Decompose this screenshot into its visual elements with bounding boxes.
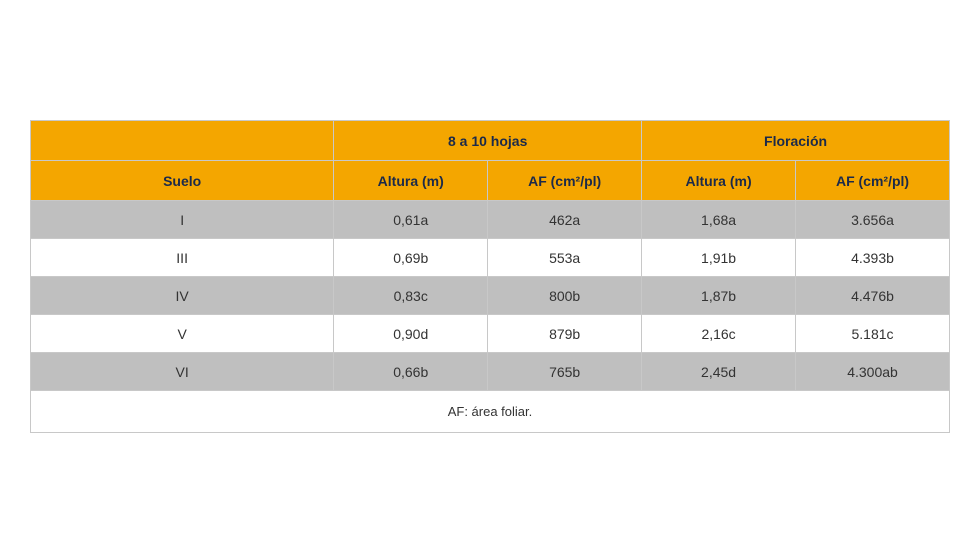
cell-altura1: 0,61a: [334, 201, 488, 239]
cell-altura1: 0,69b: [334, 239, 488, 277]
cell-altura1: 0,66b: [334, 353, 488, 391]
cell-suelo: IV: [31, 277, 334, 315]
cell-altura1: 0,83c: [334, 277, 488, 315]
cell-af1: 879b: [488, 315, 642, 353]
cell-suelo: V: [31, 315, 334, 353]
cell-af2: 4.393b: [796, 239, 950, 277]
cell-altura1: 0,90d: [334, 315, 488, 353]
cell-altura2: 2,45d: [642, 353, 796, 391]
table-row: VI 0,66b 765b 2,45d 4.300ab: [31, 353, 950, 391]
footnote: AF: área foliar.: [31, 391, 950, 433]
cell-altura2: 1,87b: [642, 277, 796, 315]
table-row: I 0,61a 462a 1,68a 3.656a: [31, 201, 950, 239]
table-row: V 0,90d 879b 2,16c 5.181c: [31, 315, 950, 353]
col-suelo: Suelo: [31, 161, 334, 201]
cell-suelo: VI: [31, 353, 334, 391]
table-row: IV 0,83c 800b 1,87b 4.476b: [31, 277, 950, 315]
cell-af1: 765b: [488, 353, 642, 391]
col-altura1: Altura (m): [334, 161, 488, 201]
cell-af2: 4.300ab: [796, 353, 950, 391]
col-af2: AF (cm²/pl): [796, 161, 950, 201]
cell-altura2: 2,16c: [642, 315, 796, 353]
cell-af2: 5.181c: [796, 315, 950, 353]
cell-altura2: 1,91b: [642, 239, 796, 277]
cell-af2: 3.656a: [796, 201, 950, 239]
footnote-row: AF: área foliar.: [31, 391, 950, 433]
cell-suelo: I: [31, 201, 334, 239]
column-header-row: Suelo Altura (m) AF (cm²/pl) Altura (m) …: [31, 161, 950, 201]
cell-af2: 4.476b: [796, 277, 950, 315]
group-header-2: Floración: [642, 121, 950, 161]
table-row: III 0,69b 553a 1,91b 4.393b: [31, 239, 950, 277]
cell-af1: 462a: [488, 201, 642, 239]
data-table: 8 a 10 hojas Floración Suelo Altura (m) …: [30, 120, 950, 433]
group-header-1: 8 a 10 hojas: [334, 121, 642, 161]
group-header-blank: [31, 121, 334, 161]
cell-altura2: 1,68a: [642, 201, 796, 239]
table-container: 8 a 10 hojas Floración Suelo Altura (m) …: [0, 0, 980, 433]
col-af1: AF (cm²/pl): [488, 161, 642, 201]
cell-suelo: III: [31, 239, 334, 277]
cell-af1: 553a: [488, 239, 642, 277]
col-altura2: Altura (m): [642, 161, 796, 201]
group-header-row: 8 a 10 hojas Floración: [31, 121, 950, 161]
cell-af1: 800b: [488, 277, 642, 315]
